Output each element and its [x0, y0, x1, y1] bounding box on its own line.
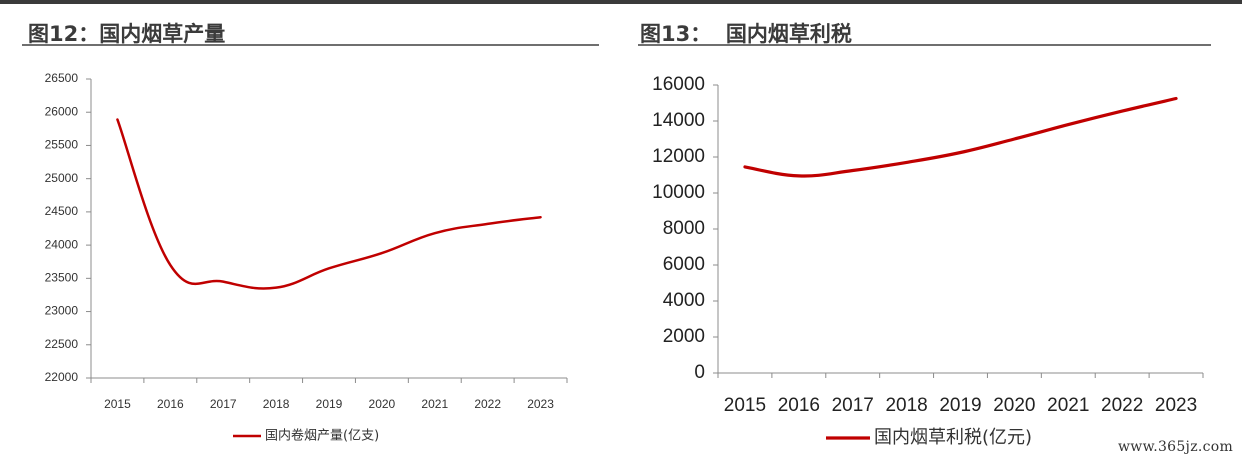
profit-tax-x-tick-label: 2019 — [939, 395, 981, 416]
profit-tax-x-tick-label: 2016 — [778, 395, 820, 416]
profit-tax-y-tick-label: 4000 — [663, 290, 705, 311]
title-underline-profit-tax — [638, 44, 1211, 46]
production-y-tick-label: 24500 — [45, 204, 79, 218]
production-x-tick-label: 2022 — [474, 397, 501, 411]
chart-title-profit-tax: 图13： 国内烟草利税 — [640, 22, 852, 46]
production-y-tick-label: 23000 — [45, 304, 79, 318]
profit-tax-y-tick-label: 16000 — [652, 74, 705, 95]
profit-tax-legend-label: 国内烟草利税(亿元) — [874, 427, 1032, 448]
profit-tax-x-tick-label: 2015 — [724, 395, 766, 416]
profit-tax-y-tick-label: 14000 — [652, 110, 705, 131]
production-series-line — [116, 118, 542, 290]
profit-tax-y-tick-label: 2000 — [663, 326, 705, 347]
profit-tax-x-tick-label: 2022 — [1101, 395, 1143, 416]
production-legend-label: 国内卷烟产量(亿支) — [265, 428, 379, 444]
profit-tax-series-line — [743, 96, 1178, 178]
production-x-tick-label: 2017 — [210, 397, 237, 411]
production-y-tick-label: 23500 — [45, 271, 79, 285]
watermark-text: www.365jz.com — [1118, 439, 1234, 455]
production-x-tick-label: 2023 — [527, 397, 554, 411]
production-x-tick-label: 2016 — [157, 397, 184, 411]
production-y-tick-label: 26500 — [45, 71, 79, 85]
production-y-tick-label: 22000 — [45, 370, 79, 384]
chart-title-production: 图12：国内烟草产量 — [28, 22, 226, 46]
production-y-tick-label: 26000 — [45, 104, 79, 118]
profit-tax-x-tick-label: 2023 — [1155, 395, 1197, 416]
top-border — [0, 0, 1242, 4]
production-x-tick-label: 2015 — [104, 397, 131, 411]
profit-tax-y-tick-label: 12000 — [652, 146, 705, 167]
production-x-tick-label: 2019 — [316, 397, 343, 411]
production-y-tick-label: 24000 — [45, 237, 79, 251]
profit-tax-x-tick-label: 2020 — [993, 395, 1035, 416]
profit-tax-x-tick-label: 2017 — [832, 395, 874, 416]
profit-tax-x-tick-label: 2021 — [1047, 395, 1089, 416]
production-x-tick-label: 2018 — [263, 397, 290, 411]
profit-tax-y-tick-label: 10000 — [652, 182, 705, 203]
production-x-tick-label: 2020 — [369, 397, 396, 411]
production-y-tick-label: 25000 — [45, 171, 79, 185]
profit-tax-y-tick-label: 8000 — [663, 218, 705, 239]
profit-tax-x-tick-label: 2018 — [885, 395, 927, 416]
profit-tax-y-tick-label: 6000 — [663, 254, 705, 275]
title-underline-production — [22, 44, 599, 46]
profit-tax-y-tick-label: 0 — [694, 362, 705, 383]
production-y-tick-label: 22500 — [45, 337, 79, 351]
production-x-tick-label: 2021 — [421, 397, 448, 411]
production-y-tick-label: 25500 — [45, 138, 79, 152]
